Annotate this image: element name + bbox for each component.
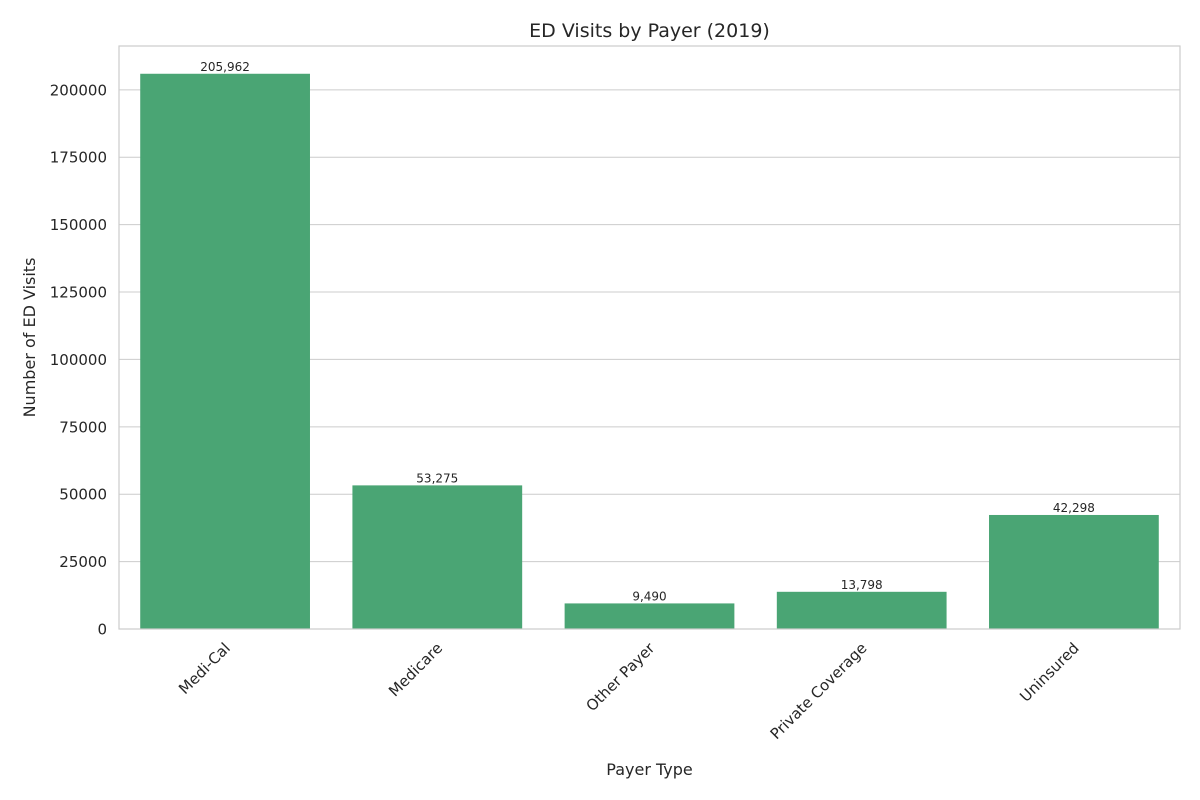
y-tick-label: 175000 [50,149,107,167]
bar [989,514,1159,629]
bar [564,603,735,629]
bar [776,591,947,629]
plot-frame [118,45,1181,630]
chart-title: ED Visits by Payer (2019) [529,20,770,42]
y-tick-label: 75000 [59,418,107,436]
bar-value-label: 42,298 [1053,501,1095,515]
y-tick-label: 200000 [50,81,107,99]
y-axis-label: Number of ED Visits [20,258,39,418]
y-tick-label: 50000 [59,486,107,504]
bar-value-label: 13,798 [841,578,883,592]
x-axis-label: Payer Type [606,760,692,779]
bar-value-label: 9,490 [632,589,666,603]
y-axis-ticks: 0 25000 50000 75000 100000 125000 150000 175000… [50,81,107,638]
data-labels: 205,962 53,275 9,490 13,798 42,298 [200,60,1095,604]
bars [140,73,1159,629]
x-tick-label: Medi-Cal [175,639,234,698]
x-tick-label: Private Coverage [767,639,871,743]
y-tick-label: 0 [97,621,107,639]
x-tick-label: Medicare [385,639,446,700]
y-tick-label: 150000 [50,216,107,234]
x-tick-label: Other Payer [583,639,659,715]
y-tick-label: 25000 [59,553,107,571]
x-axis-ticks: Medi-Cal Medicare Other Payer Private Cover… [175,639,1083,743]
bar-value-label: 53,275 [416,471,458,485]
bar-value-label: 205,962 [200,60,250,74]
bar [352,485,523,629]
bar [140,73,310,629]
y-tick-label: 100000 [50,351,107,369]
x-tick-label: Uninsured [1016,639,1083,706]
y-tick-label: 125000 [50,284,107,302]
